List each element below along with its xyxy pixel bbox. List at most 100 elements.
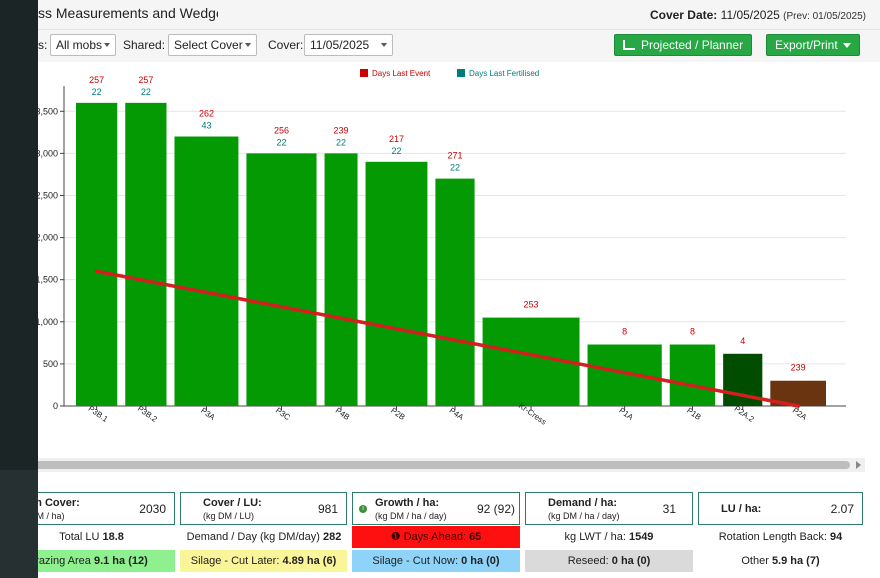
mobs-label: s: <box>38 38 48 52</box>
days-last-event-label: 257 <box>89 75 104 85</box>
rotation-label: Rotation Length Back: <box>718 531 827 543</box>
demand-day: Demand / Day (kg DM/day) 282 <box>176 526 352 548</box>
side-panel-lower <box>0 470 38 578</box>
shared-select[interactable]: Select Cover <box>168 34 257 56</box>
growth-value: 92 (92) <box>476 502 515 516</box>
cover-lu-sub: (kg DM / LU) <box>203 511 255 521</box>
total-lu: Total LU 18.8 <box>8 526 175 548</box>
days-last-event-label: 239 <box>791 363 806 373</box>
title-bar: ss Measurements and Wedge Cover Date: 11… <box>0 0 880 30</box>
caret-down-icon <box>842 43 851 48</box>
bar-p2b <box>365 161 428 406</box>
days-last-event-label: 271 <box>447 151 462 161</box>
demand-title: Demand / ha: <box>548 497 618 509</box>
bar-p4b <box>324 153 358 406</box>
y-tick-label: 1,000 <box>35 317 58 327</box>
rotation-length: Rotation Length Back: 94 <box>698 526 863 548</box>
lu-ha-title: LU / ha: <box>721 503 762 515</box>
y-tick-label: 2,000 <box>35 233 58 243</box>
demand-card: Demand / ha: (kg DM / ha / day) 31 <box>525 492 693 525</box>
grazing-area: razing Area 9.1 ha (12) <box>8 550 175 572</box>
days-last-fertilised-label: 22 <box>336 137 346 147</box>
shared-select-value: Select Cover <box>174 38 243 52</box>
x-tick-label: P2B <box>389 406 407 422</box>
growth-card: i Growth / ha: (kg DM / ha / day) 92 (92… <box>352 492 520 525</box>
chart-icon <box>623 40 635 50</box>
stats-panel: Farm Cover: (kg DM / ha) 2030 Cover / LU… <box>0 478 880 578</box>
bar-p1b <box>669 344 716 406</box>
days-last-event-label: 8 <box>622 327 627 337</box>
demand-day-value: 282 <box>322 531 342 543</box>
wedge-target-line <box>94 269 800 408</box>
days-last-event-label: 239 <box>334 125 349 135</box>
other-area: Other 5.9 ha (7) <box>698 550 863 572</box>
legend-swatch-days-last-fertilised <box>457 69 465 77</box>
days-last-fertilised-label: 22 <box>141 87 151 97</box>
grazing-area-label: razing Area <box>35 555 91 567</box>
silage-cut-now: Silage - Cut Now: 0 ha (0) <box>352 550 520 572</box>
x-tick-label: P2A <box>791 406 809 422</box>
legend-swatch-days-last-event <box>360 69 368 77</box>
x-tick-label: P4A <box>448 406 466 422</box>
other-label: Other <box>741 555 769 567</box>
silage-later-value: 4.89 ha (6) <box>282 555 337 567</box>
x-tick-label: P3B.1 <box>87 404 110 424</box>
x-tick-label: P1B <box>685 406 703 422</box>
x-tick-label: P3C <box>274 406 292 422</box>
demand-sub: (kg DM / ha / day) <box>548 511 620 521</box>
total-lu-value: 18.8 <box>102 531 124 543</box>
lu-ha-value: 2.07 <box>830 502 854 516</box>
info-icon[interactable]: i <box>359 505 367 513</box>
projected-planner-button[interactable]: Projected / Planner <box>614 34 753 56</box>
scroll-thumb[interactable] <box>28 461 850 469</box>
x-tick-label: P4B <box>334 406 352 422</box>
x-tick-label: P2A.2 <box>733 404 756 424</box>
silage-now-value: 0 ha (0) <box>461 555 500 567</box>
farm-cover-value: 2030 <box>139 502 166 516</box>
silage-later-label: Silage - Cut Later: <box>190 555 280 567</box>
cover-select[interactable]: 11/05/2025 <box>304 34 393 56</box>
legend-label-days-last-event: Days Last Event <box>372 69 431 78</box>
mobs-select[interactable]: All mobs <box>50 34 116 56</box>
y-tick-label: 3,500 <box>35 106 58 116</box>
kg-lwt-label: kg LWT / ha: <box>564 531 626 543</box>
demand-day-label: Demand / Day (kg DM/day) <box>186 531 320 543</box>
days-last-fertilised-label: 22 <box>450 163 460 173</box>
demand-value: 31 <box>662 502 676 516</box>
kg-lwt-value: 1549 <box>628 531 654 543</box>
reseed-value: 0 ha (0) <box>611 555 651 567</box>
mobs-select-value: All mobs <box>56 38 103 52</box>
days-last-fertilised-label: 22 <box>391 146 401 156</box>
bar-p4a <box>435 178 475 406</box>
horizontal-scrollbar[interactable] <box>10 458 865 472</box>
other-value: 5.9 ha (7) <box>771 555 820 567</box>
bar-p3b-1 <box>76 102 118 406</box>
chevron-down-icon <box>381 43 387 47</box>
legend-label-days-last-fertilised: Days Last Fertilised <box>469 69 539 78</box>
cover-lu-card: Cover / LU: (kg DM / LU) 981 <box>180 492 347 525</box>
page-title: ss Measurements and Wedge <box>38 5 218 21</box>
shared-label: Shared: <box>123 38 166 52</box>
cover-date-label: Cover Date: <box>649 8 718 22</box>
cover-date-prev: (Prev: 01/05/2025) <box>783 11 866 22</box>
cover-lu-value: 981 <box>317 502 338 516</box>
days-last-event-label: 8 <box>690 327 695 337</box>
silage-cut-later: Silage - Cut Later: 4.89 ha (6) <box>180 550 347 572</box>
cover-lu-title: Cover / LU: <box>203 497 262 509</box>
cover-label: Cover: <box>268 38 304 52</box>
days-ahead-label: Days Ahead: <box>403 531 466 543</box>
growth-sub: (kg DM / ha / day) <box>375 511 447 521</box>
scroll-right-icon[interactable] <box>856 461 861 469</box>
reseed-label: Reseed: <box>567 555 609 567</box>
y-tick-label: 0 <box>53 401 58 411</box>
x-tick-label: P3A <box>199 406 217 422</box>
bar-p3b-2 <box>125 102 167 406</box>
x-tick-label: P1A <box>617 406 635 422</box>
side-panel-edge <box>0 0 38 578</box>
y-tick-label: 1,500 <box>35 275 58 285</box>
export-print-button[interactable]: Export/Print <box>766 34 860 56</box>
total-lu-label: Total LU <box>59 531 100 543</box>
